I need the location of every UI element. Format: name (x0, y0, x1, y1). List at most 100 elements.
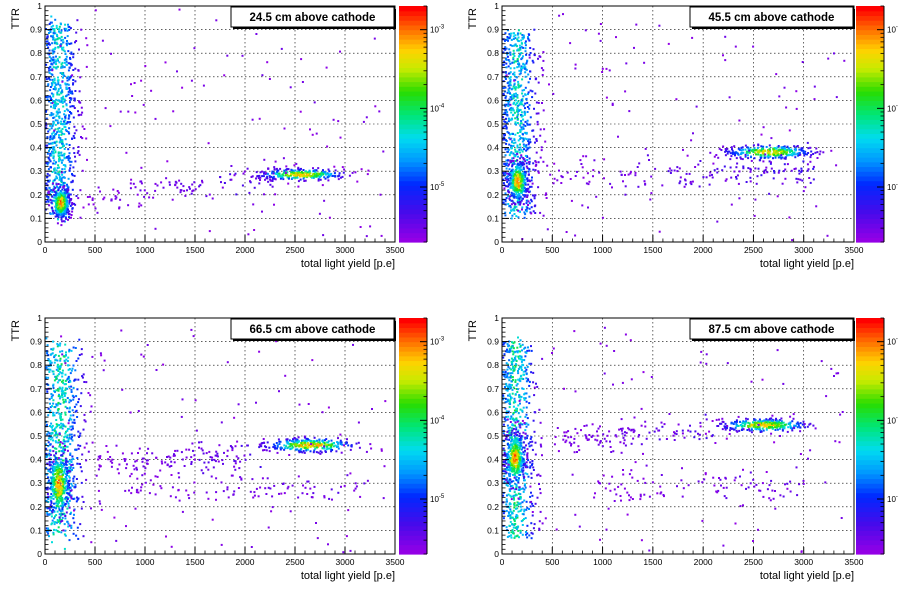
data-point (88, 451, 90, 453)
data-point (57, 47, 59, 49)
data-point (69, 89, 71, 91)
data-point (793, 145, 795, 147)
data-point (366, 235, 368, 237)
data-point (506, 173, 508, 175)
data-point (73, 476, 75, 478)
data-point (59, 397, 61, 399)
data-point (337, 120, 339, 122)
data-point (77, 444, 79, 446)
data-point (534, 205, 536, 207)
data-point (78, 339, 80, 341)
data-point (507, 105, 509, 107)
data-point (73, 387, 75, 389)
data-point (508, 164, 510, 166)
data-point (549, 174, 551, 176)
data-point (843, 60, 845, 62)
data-point (56, 436, 58, 438)
data-point (809, 161, 811, 163)
data-point (64, 488, 66, 490)
data-point (318, 178, 320, 180)
data-point (709, 172, 711, 174)
colorbar-segment (399, 86, 427, 91)
colorbar-segment (856, 204, 884, 209)
data-point (51, 127, 53, 129)
data-point (737, 153, 739, 155)
data-point (526, 178, 528, 180)
data-point (288, 178, 290, 180)
data-point (526, 210, 528, 212)
data-point (67, 521, 69, 523)
data-point (223, 74, 225, 76)
data-point (63, 198, 65, 200)
data-point (69, 453, 71, 455)
data-point (510, 84, 512, 86)
data-point (509, 195, 511, 197)
data-point (802, 61, 804, 63)
data-point (57, 120, 59, 122)
data-point (751, 160, 753, 162)
data-point (511, 203, 513, 205)
data-point (54, 473, 56, 475)
data-point (836, 96, 838, 98)
data-point (534, 93, 536, 95)
data-point (61, 162, 63, 164)
data-point (61, 491, 63, 493)
data-point (68, 127, 70, 129)
y-tick-label: 0.2 (30, 190, 42, 200)
data-point (67, 189, 69, 191)
data-point (263, 175, 265, 177)
data-point (133, 465, 135, 467)
data-point (65, 28, 67, 30)
data-point (102, 198, 104, 200)
data-point (57, 375, 59, 377)
data-point (57, 475, 59, 477)
data-point (624, 90, 626, 92)
data-point (754, 167, 756, 169)
data-point (295, 440, 297, 442)
data-point (73, 514, 75, 516)
data-point (356, 443, 358, 445)
data-point (267, 181, 269, 183)
data-point (49, 125, 51, 127)
data-point (62, 42, 64, 44)
colorbar-segment (399, 53, 427, 58)
data-point (520, 33, 522, 35)
data-point (521, 93, 523, 95)
data-point (739, 170, 741, 172)
data-point (803, 190, 805, 192)
data-point (57, 83, 59, 85)
data-point (538, 161, 540, 163)
colorbar-segment (399, 185, 427, 190)
data-point (74, 107, 76, 109)
data-point (50, 86, 52, 88)
data-point (508, 48, 510, 50)
data-point (512, 133, 514, 135)
data-point (66, 388, 68, 390)
data-point (341, 444, 343, 446)
data-point (525, 76, 527, 78)
data-point (506, 168, 508, 170)
data-point (226, 55, 228, 57)
data-point (509, 52, 511, 54)
data-point (55, 441, 57, 443)
data-point (366, 116, 368, 118)
data-point (52, 439, 54, 441)
data-point (581, 204, 583, 206)
data-point (49, 148, 51, 150)
data-point (521, 176, 523, 178)
data-point (519, 45, 521, 47)
data-point (84, 419, 86, 421)
data-point (65, 414, 67, 416)
data-point (51, 207, 53, 209)
data-point (63, 154, 65, 156)
data-point (298, 436, 300, 438)
data-point (60, 423, 62, 425)
data-point (518, 110, 520, 112)
data-point (517, 146, 519, 148)
data-point (71, 389, 73, 391)
data-point (812, 168, 814, 170)
data-point (516, 116, 518, 118)
data-point (791, 150, 793, 152)
data-point (526, 98, 528, 100)
data-point (582, 155, 584, 157)
